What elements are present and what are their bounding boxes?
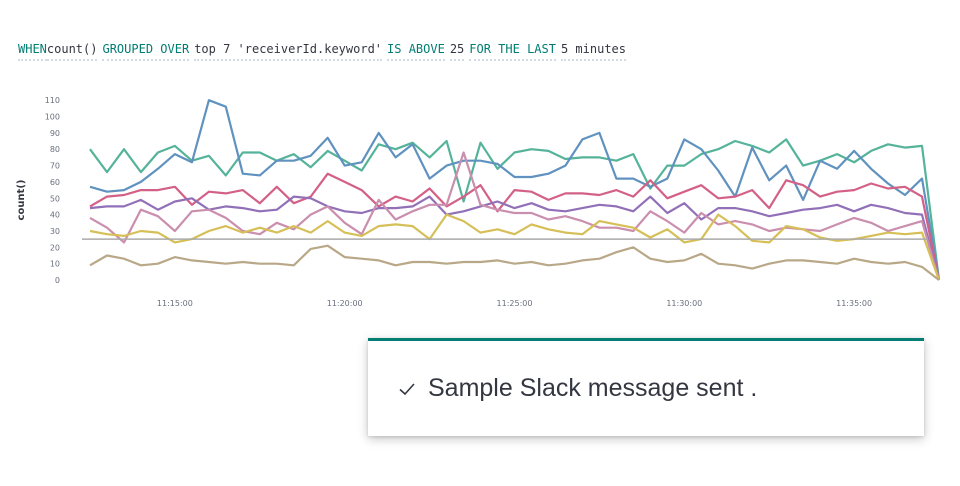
- for-the-last-keyword[interactable]: FOR THE LAST: [469, 42, 556, 61]
- success-toast: Sample Slack message sent .: [368, 338, 924, 436]
- series-line-3: [89, 172, 941, 281]
- series-line-2: [89, 99, 941, 281]
- x-tick-label: 11:35:00: [836, 299, 872, 308]
- y-tick-label: 100: [45, 113, 60, 122]
- x-tick-label: 11:20:00: [327, 299, 363, 308]
- y-tick-label: 60: [50, 178, 60, 187]
- is-above-keyword[interactable]: IS ABOVE: [387, 42, 445, 61]
- y-tick-label: 20: [50, 243, 60, 252]
- time-window-value[interactable]: 5 minutes: [560, 42, 627, 61]
- y-tick-label: 110: [45, 96, 60, 105]
- y-tick-label: 70: [50, 162, 60, 171]
- when-keyword[interactable]: WHEN: [18, 42, 47, 61]
- alert-condition-expression: WHENcount() GROUPED OVER top 7 'receiverId…: [18, 42, 627, 61]
- y-axis-label: count(): [16, 180, 27, 221]
- x-tick-label: 11:25:00: [497, 299, 533, 308]
- threshold-value[interactable]: 25: [449, 42, 465, 61]
- y-tick-label: 0: [55, 276, 60, 285]
- x-tick-label: 11:30:00: [666, 299, 702, 308]
- y-tick-label: 40: [50, 211, 60, 220]
- series-line-1: [89, 138, 941, 281]
- check-icon: [399, 382, 415, 395]
- y-tick-label: 90: [50, 129, 60, 138]
- series-line-6: [89, 213, 941, 281]
- x-tick-label: 11:15:00: [157, 299, 193, 308]
- y-tick-label: 10: [50, 260, 60, 269]
- series-line-4: [89, 195, 941, 281]
- grouped-over-keyword[interactable]: GROUPED OVER: [102, 42, 190, 61]
- y-tick-label: 80: [50, 145, 60, 154]
- y-tick-label: 50: [50, 194, 60, 203]
- metric-selector[interactable]: count(): [46, 42, 98, 61]
- toast-message: Sample Slack message sent .: [428, 374, 758, 402]
- threshold-preview-chart: 0 10 20 30 40 50 60 70 80 90 100 110 11:15:00 11:20:…: [16, 96, 941, 308]
- y-tick-label: 30: [50, 227, 60, 236]
- group-by-selector[interactable]: top 7 'receiverId.keyword': [194, 42, 383, 61]
- series-line-7: [89, 244, 940, 281]
